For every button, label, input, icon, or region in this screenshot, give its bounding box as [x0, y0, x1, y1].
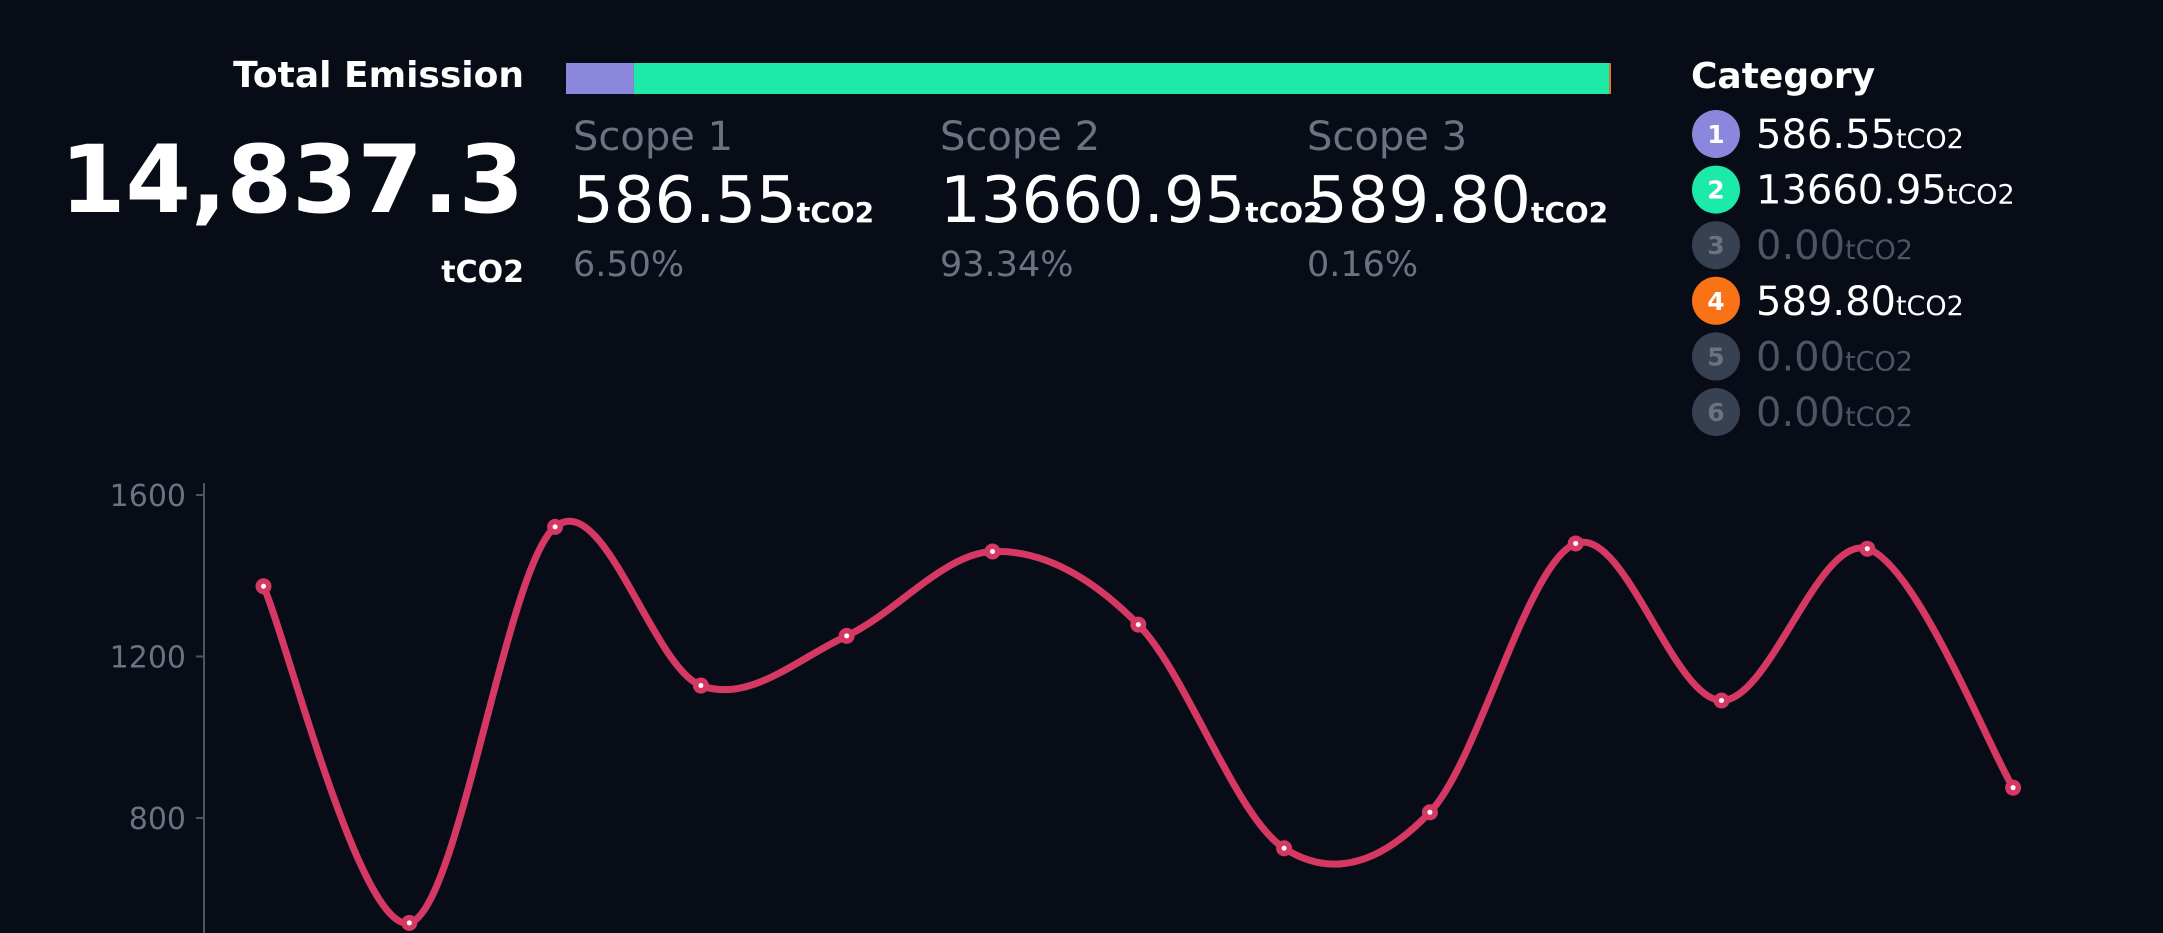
y-tick-label: 1200	[110, 640, 186, 675]
point-center	[2010, 785, 2016, 791]
value-number: 13660.95	[1756, 168, 1947, 214]
scope-name: Scope 3	[1307, 114, 1467, 160]
scope-percent: 6.50%	[573, 245, 684, 285]
value-unit: tCO2	[1845, 402, 1913, 433]
value-number: 589.80	[1756, 279, 1896, 325]
point-center	[1719, 697, 1724, 703]
value: 0.00tCO2	[1756, 223, 1913, 269]
point-center	[990, 549, 995, 555]
category-badge	[1692, 388, 1740, 436]
category-badge	[1692, 332, 1740, 381]
value: 0.00tCO2	[1756, 390, 1913, 436]
value-unit: tCO2	[1845, 346, 1913, 377]
value-number: 586.55	[573, 164, 797, 238]
scope-bar-segment	[1609, 63, 1611, 94]
value: 589.80tCO2	[1307, 164, 1608, 238]
value: 13660.95tCO2	[940, 164, 1323, 238]
category-number: 3	[1707, 231, 1724, 260]
category-number: 1	[1707, 120, 1724, 149]
category-badge	[1692, 165, 1740, 214]
point-center	[698, 683, 704, 689]
scope-percent: 93.34%	[940, 245, 1073, 285]
value-number: 13660.95	[940, 164, 1245, 238]
value-unit: tCO2	[1896, 291, 1964, 322]
total-unit: tCO2	[441, 255, 524, 290]
value-unit: tCO2	[1896, 124, 1964, 155]
scope-percent: 0.16%	[1307, 245, 1418, 285]
point-center	[1281, 845, 1287, 851]
point-center	[1427, 809, 1433, 815]
category-number: 4	[1707, 287, 1724, 316]
total-value: 14,837.3	[60, 126, 524, 235]
value-number: 0.00	[1756, 223, 1845, 269]
value-unit: tCO2	[797, 196, 874, 229]
value: 589.80tCO2	[1756, 279, 1964, 325]
category-badge	[1692, 221, 1740, 270]
category-title: Category	[1691, 56, 1875, 97]
y-tick-label: 800	[129, 802, 186, 837]
scope-name: Scope 1	[573, 114, 733, 160]
total-label: Total Emission	[233, 55, 524, 96]
category-number: 5	[1707, 342, 1724, 371]
category-badge	[1692, 110, 1740, 158]
point-center	[261, 583, 266, 589]
line	[260, 517, 2017, 927]
scope-name: Scope 2	[940, 114, 1100, 160]
point-center	[1135, 622, 1141, 628]
point-center	[1864, 546, 1870, 552]
point-center	[406, 920, 412, 926]
point-center	[1573, 540, 1579, 546]
value-unit: tCO2	[1245, 196, 1322, 229]
value: 586.55tCO2	[573, 164, 874, 238]
category-badge	[1692, 276, 1740, 325]
value-number: 0.00	[1756, 390, 1845, 436]
y-tick-label: 1600	[110, 479, 186, 514]
scope-bar-segment	[633, 63, 1610, 94]
category-number: 2	[1707, 176, 1724, 205]
value-unit: tCO2	[1845, 235, 1913, 266]
value: 586.55tCO2	[1756, 112, 1964, 158]
value-number: 586.55	[1756, 112, 1896, 158]
category-number: 6	[1707, 398, 1724, 427]
scope-bar-segment	[566, 63, 634, 94]
value-number: 589.80	[1307, 164, 1531, 238]
value: 13660.95tCO2	[1756, 168, 2015, 214]
value-number: 0.00	[1756, 334, 1845, 380]
value: 0.00tCO2	[1756, 334, 1913, 380]
point-center	[552, 524, 558, 530]
value-unit: tCO2	[1531, 196, 1608, 229]
value-unit: tCO2	[1947, 180, 2015, 211]
point-center	[844, 633, 850, 639]
